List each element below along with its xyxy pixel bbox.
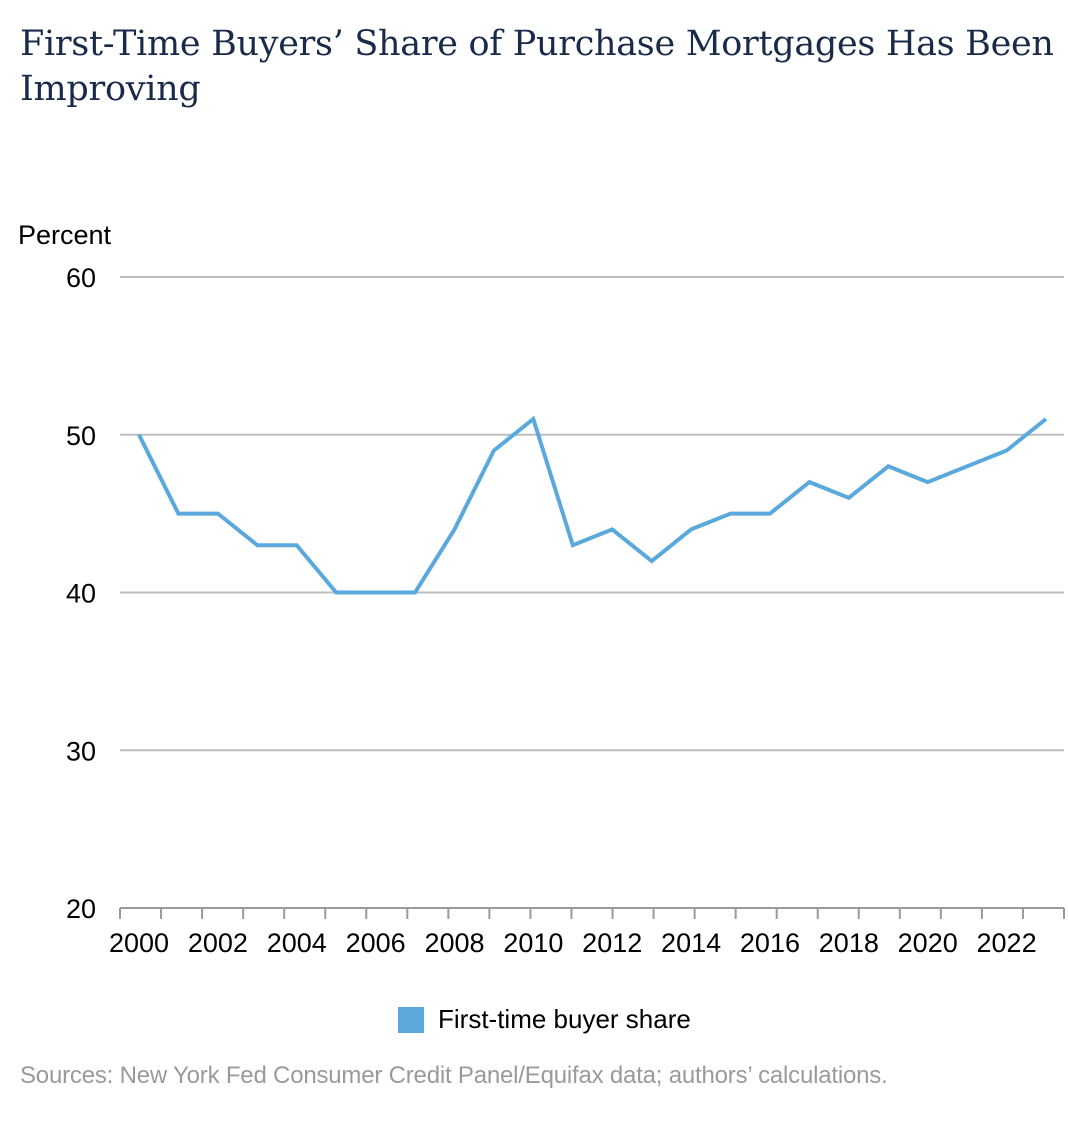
legend-swatch <box>398 1007 424 1033</box>
x-tick-label-2010: 2010 <box>503 928 563 958</box>
x-tick-label-2002: 2002 <box>188 928 248 958</box>
x-tick-label-2014: 2014 <box>661 928 721 958</box>
legend-label: First-time buyer share <box>438 1004 691 1035</box>
x-tick-label-2000: 2000 <box>109 928 169 958</box>
y-tick-label-40: 40 <box>66 579 96 609</box>
series-group <box>139 419 1046 593</box>
x-tick-label-2006: 2006 <box>346 928 406 958</box>
legend: First-time buyer share <box>398 1004 691 1035</box>
x-tick-label-2018: 2018 <box>819 928 879 958</box>
y-tick-label-30: 30 <box>66 736 96 766</box>
y-tick-label-60: 60 <box>66 263 96 293</box>
x-tick-label-2022: 2022 <box>977 928 1037 958</box>
y-tick-labels: 20 30 40 50 60 <box>66 263 96 924</box>
x-tick-label-2012: 2012 <box>582 928 642 958</box>
source-note: Sources: New York Fed Consumer Credit Pa… <box>20 1062 888 1090</box>
x-tick-label-2008: 2008 <box>424 928 484 958</box>
y-tick-label-20: 20 <box>66 894 96 924</box>
y-axis-label: Percent <box>18 220 112 250</box>
x-tick-label-2020: 2020 <box>898 928 958 958</box>
gridlines <box>120 277 1064 750</box>
x-tick-label-2004: 2004 <box>267 928 327 958</box>
y-tick-label-50: 50 <box>66 421 96 451</box>
series-line-0 <box>139 419 1046 593</box>
x-axis: 2000 2002 2004 2006 2008 2010 2012 2014 2016 2018… <box>109 908 1064 958</box>
x-tick-label-2016: 2016 <box>740 928 800 958</box>
